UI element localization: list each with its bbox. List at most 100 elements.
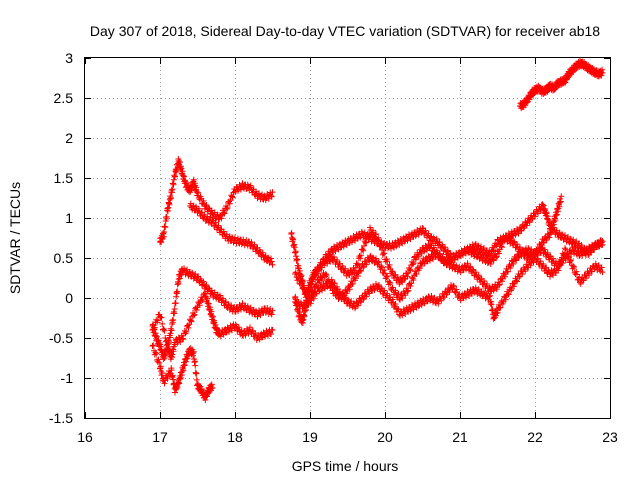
x-tick-label: 21 [452, 429, 468, 445]
data-point [493, 286, 500, 293]
data-point [583, 275, 589, 282]
data-point [520, 225, 527, 232]
data-point [225, 301, 232, 308]
data-point [153, 350, 160, 357]
data-point [555, 267, 562, 274]
data-point [229, 193, 235, 200]
data-point [209, 313, 216, 320]
data-point [557, 258, 564, 265]
data-point [544, 249, 551, 256]
data-point [410, 260, 417, 267]
data-point [229, 194, 236, 201]
data-point [424, 298, 430, 305]
data-point [355, 261, 361, 268]
y-tick-label: 2.5 [54, 90, 74, 106]
data-point [156, 359, 163, 366]
data-point [259, 334, 265, 341]
data-point [497, 304, 504, 311]
data-point [329, 249, 336, 256]
data-point [442, 244, 448, 251]
data-point [598, 242, 605, 249]
data-point [187, 317, 194, 324]
data-point [325, 276, 332, 283]
data-point [526, 219, 533, 226]
y-tick-label: 0.5 [54, 250, 74, 266]
data-point [158, 314, 165, 321]
data-point [209, 384, 216, 391]
data-point [251, 241, 258, 248]
data-point [439, 253, 446, 260]
data-point [557, 198, 564, 205]
data-point [313, 282, 320, 289]
data-point [383, 274, 390, 281]
data-point [190, 312, 197, 319]
data-point [394, 274, 401, 281]
data-point [425, 230, 432, 237]
data-point [472, 269, 479, 276]
data-point [164, 375, 171, 382]
data-point [268, 193, 274, 200]
data-point [553, 211, 560, 218]
data-point [535, 210, 541, 217]
data-point [549, 224, 556, 231]
chart-title: Day 307 of 2018, Sidereal Day-to-day VTE… [90, 23, 600, 39]
data-point [323, 272, 330, 279]
data-point [355, 272, 361, 279]
data-point [499, 278, 505, 285]
data-point [558, 193, 565, 200]
data-point [450, 282, 457, 289]
data-point [378, 263, 385, 270]
series-trace-5 [149, 342, 216, 403]
data-point [475, 272, 482, 279]
x-tick-label: 18 [227, 429, 243, 445]
data-point [269, 327, 276, 334]
series-trace-2 [187, 200, 276, 268]
data-point [447, 250, 454, 257]
data-point [307, 295, 314, 302]
data-point [445, 247, 451, 254]
data-point [451, 283, 457, 290]
data-point [197, 276, 204, 283]
data-point [570, 263, 577, 270]
data-point [161, 380, 168, 387]
data-point [321, 258, 328, 265]
data-point [152, 349, 159, 356]
data-point [599, 269, 606, 276]
data-point [543, 237, 550, 244]
data-point [177, 338, 184, 345]
data-point [502, 233, 509, 240]
data-point [319, 276, 325, 283]
data-point [268, 255, 274, 262]
data-point [532, 213, 538, 220]
series-trace-10 [517, 57, 606, 112]
data-point [291, 244, 298, 251]
data-point [384, 290, 391, 297]
data-point [493, 254, 499, 261]
data-point [567, 258, 574, 265]
data-point [540, 261, 547, 268]
data-point [407, 267, 414, 274]
data-point [562, 256, 569, 263]
data-point [541, 246, 548, 253]
data-point [562, 246, 569, 253]
data-point [223, 205, 230, 212]
data-point [559, 231, 565, 238]
data-point [196, 205, 202, 212]
data-point [328, 282, 335, 289]
data-point [370, 227, 376, 234]
data-point [268, 331, 274, 338]
data-point [169, 351, 176, 358]
data-point [319, 261, 325, 268]
data-point [196, 302, 203, 309]
data-point [505, 291, 512, 298]
data-point [292, 271, 298, 277]
data-point [301, 282, 307, 289]
data-point [598, 264, 605, 271]
data-point [191, 311, 198, 318]
data-point [577, 280, 584, 287]
data-points [149, 57, 606, 403]
data-point [404, 288, 411, 295]
data-point [387, 280, 394, 287]
data-point [586, 272, 592, 279]
data-point [522, 268, 529, 275]
